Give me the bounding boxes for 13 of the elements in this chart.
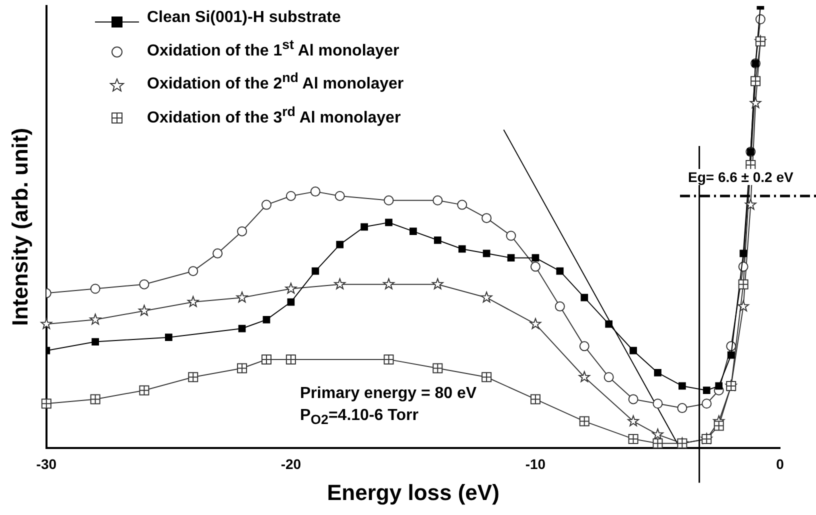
x-tick-label: -20	[280, 456, 302, 472]
x-tick-label: -30	[36, 456, 57, 472]
x-axis-title: Energy loss (eV)	[327, 480, 500, 505]
legend-label: Oxidation of the 1$^{st}$ Al monolayer	[147, 36, 400, 62]
x-tick-label: 0	[776, 456, 784, 472]
annotation: Eg= 6.6 ± 0.2 eV	[685, 168, 796, 185]
legend-label: Clean Si(001)-H substrate	[147, 8, 341, 28]
x-tick-label: -10	[525, 456, 546, 472]
y-axis-title: Intensity (arb. unit)	[7, 128, 32, 326]
annotation: P$_{O2}$=4.10-6 Torr	[300, 406, 420, 430]
annotation: Primary energy = 80 eV	[300, 384, 477, 404]
legend-label: Oxidation of the 2$^{nd}$ Al monolayer	[147, 69, 404, 95]
legend-label: Oxidation of the 3$^{rd}$ Al monolayer	[147, 102, 401, 128]
